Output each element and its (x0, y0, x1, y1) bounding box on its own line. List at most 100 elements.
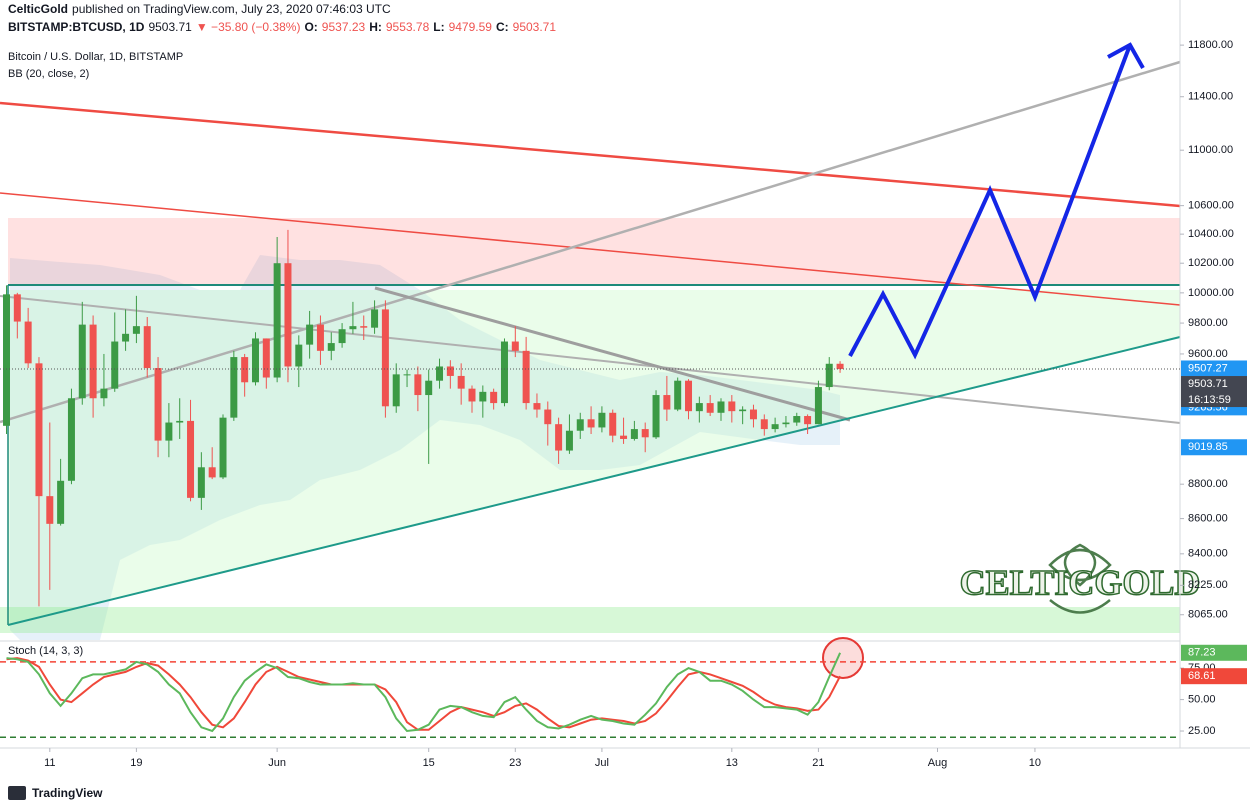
value-tag-label: 87.23 (1188, 647, 1216, 659)
value-tag (1181, 668, 1247, 685)
candle-body (609, 412, 617, 436)
candle-body (814, 387, 822, 425)
trend-line (374, 286, 851, 422)
drawings (0, 60, 1181, 640)
last-price: 9503.71 (148, 20, 192, 34)
x-tick-label: 21 (812, 757, 824, 769)
last-price-tag (1181, 376, 1247, 408)
candle-body (251, 338, 259, 383)
candle-body (457, 375, 465, 389)
candle-body (825, 363, 833, 388)
y-tick-label: 8600.00 (1188, 513, 1228, 525)
candle-body (284, 263, 292, 367)
candle-body (2, 294, 10, 426)
footer-logo (8, 786, 26, 800)
candle-body (78, 324, 86, 399)
candle-body (338, 329, 346, 344)
watermark-knot (1048, 543, 1112, 587)
candle-body (630, 429, 638, 439)
last-price-tag-label: 9503.71 (1188, 378, 1228, 390)
candle-body (176, 420, 184, 423)
candle-body (533, 403, 541, 410)
candle-body (598, 412, 606, 428)
candle-body (306, 324, 314, 345)
ohlc-label: L: (433, 20, 444, 34)
candle-body (187, 420, 195, 498)
value-tag-label: 68.61 (1188, 670, 1216, 682)
candle-body (414, 374, 422, 396)
trend-line (0, 101, 1181, 208)
y-tick-label: 25.00 (1188, 725, 1216, 737)
candle-body (89, 324, 97, 399)
candle-body (836, 363, 844, 370)
y-tick-label: 10000.00 (1188, 287, 1234, 299)
y-tick-label: 9800.00 (1188, 317, 1228, 329)
candle-body (67, 398, 75, 481)
watermark-knot (1049, 599, 1111, 614)
stoch-line (6, 652, 842, 733)
ohlc-value: 9553.78 (386, 20, 430, 34)
y-tick-label: 50.00 (1188, 693, 1216, 705)
candles (2, 229, 844, 607)
price-tag (1181, 439, 1247, 456)
candle-body (425, 380, 433, 396)
y-tick-label: 8800.00 (1188, 478, 1228, 490)
candle-body (197, 467, 205, 498)
candle-body (620, 435, 628, 439)
candle-body (511, 341, 519, 351)
candle-body (262, 338, 270, 378)
candle-body (327, 343, 335, 351)
candle-body (544, 409, 552, 425)
trend-line (0, 192, 1181, 306)
symbol: BITSTAMP:BTCUSD, 1D (8, 20, 145, 34)
x-tick-label: Jul (595, 757, 609, 769)
x-tick-label: 13 (726, 757, 738, 769)
candle-body (576, 419, 584, 431)
price-tag-label: 9507.27 (1188, 362, 1228, 374)
candle-body (392, 374, 400, 407)
y-tick-label: 10200.00 (1188, 257, 1234, 269)
candle-body (706, 403, 714, 413)
arrow-head (1107, 42, 1145, 69)
candle-body (695, 403, 703, 412)
author: CelticGold (8, 2, 68, 16)
candle-body (522, 350, 530, 404)
candle-body (143, 326, 151, 369)
candle-body (749, 409, 757, 420)
candle-body (685, 380, 693, 412)
y-tick-label: 8400.00 (1188, 548, 1228, 560)
candle-body (241, 357, 249, 383)
candle-body (349, 326, 357, 330)
y-tick-label: 11000.00 (1188, 144, 1233, 156)
published-note: published on TradingView.com, July 23, 2… (72, 2, 391, 16)
candle-body (717, 401, 725, 413)
candle-body (208, 467, 216, 478)
candle-body (565, 430, 573, 451)
trend-line (0, 60, 1181, 424)
candle-body (652, 395, 660, 438)
candle-body (500, 341, 508, 404)
candle-body (219, 417, 227, 478)
candle-body (760, 419, 768, 430)
y-tick-label: 8225.00 (1188, 579, 1228, 591)
overlay: CELTICGOLD (848, 42, 1201, 614)
candle-body (295, 344, 303, 367)
candle-body (674, 380, 682, 410)
candle-body (771, 424, 779, 430)
candle-body (468, 388, 476, 402)
candle-body (436, 366, 444, 381)
candle-body (24, 321, 32, 364)
price-tag-label: 9019.85 (1188, 441, 1228, 453)
candle-body (403, 374, 411, 376)
candle-body (555, 424, 563, 451)
ohlc-label: O: (304, 20, 317, 34)
x-tick-label: 23 (509, 757, 521, 769)
price-tag (1181, 360, 1247, 377)
resistance-zone (8, 218, 1180, 285)
y-tick-label: 10400.00 (1188, 228, 1234, 240)
footer-brand: TradingView (32, 786, 103, 800)
candle-body (641, 429, 649, 438)
candle-body (316, 324, 324, 351)
